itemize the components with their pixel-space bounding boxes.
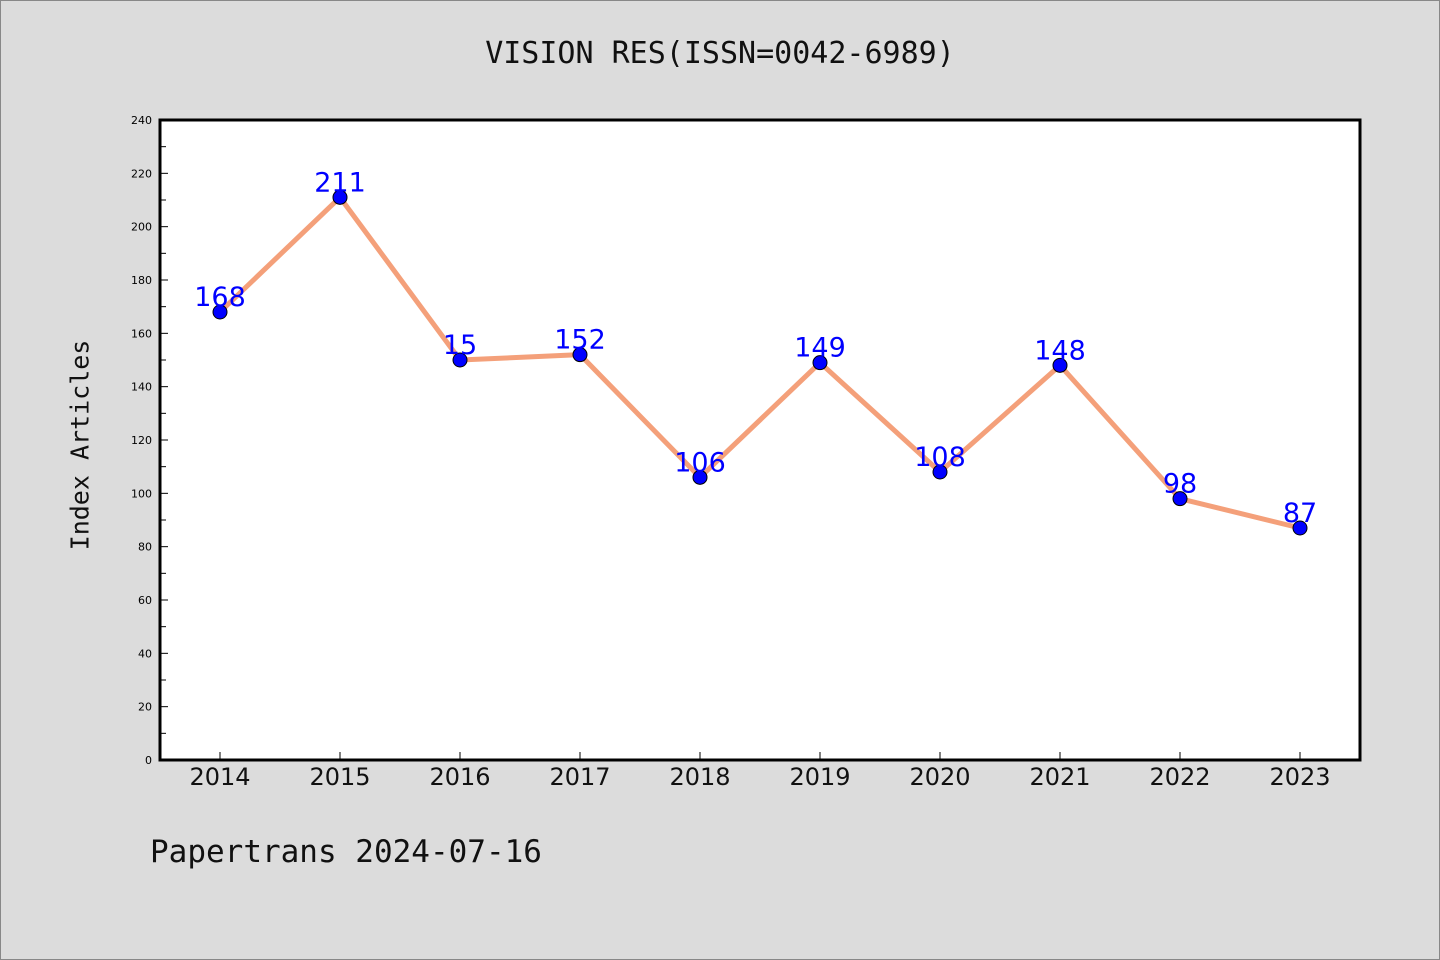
data-point <box>812 355 828 371</box>
y-tick-label: 20 <box>138 701 152 714</box>
data-point <box>452 352 468 368</box>
series-line <box>218 194 1301 531</box>
x-tick-label: 2020 <box>909 763 970 791</box>
plot-area <box>158 118 1362 762</box>
y-tick-label: 140 <box>131 381 152 394</box>
data-point <box>1172 491 1188 507</box>
y-tick-label: 220 <box>131 167 152 180</box>
x-tick-label: 2021 <box>1029 763 1090 791</box>
data-label: 108 <box>914 442 966 473</box>
footer-watermark: Papertrans 2024-07-16 <box>150 834 542 870</box>
data-points <box>212 189 1308 536</box>
data-label: 168 <box>194 282 246 313</box>
data-label: 87 <box>1283 498 1317 529</box>
x-tick-label: 2018 <box>669 763 730 791</box>
data-label: 149 <box>794 333 846 364</box>
y-tick-label: 0 <box>145 754 152 767</box>
y-tick-label: 100 <box>131 487 152 500</box>
x-tick-label: 2017 <box>549 763 610 791</box>
data-label: 211 <box>314 167 366 198</box>
x-tick-label: 2019 <box>789 763 850 791</box>
y-tick-label: 180 <box>131 274 152 287</box>
data-label: 152 <box>554 325 606 356</box>
x-tick-label: 2014 <box>189 763 250 791</box>
y-axis: 0 20 40 60 80 100 120 140 160 180 200 220 240 <box>131 114 168 767</box>
data-point <box>572 347 588 363</box>
data-label: 148 <box>1034 335 1086 366</box>
data-point <box>932 464 948 480</box>
x-tick-label: 2015 <box>309 763 370 791</box>
x-tick-label: 2022 <box>1149 763 1210 791</box>
data-point <box>1292 520 1308 536</box>
y-tick-label: 40 <box>138 647 152 660</box>
series-polyline <box>218 194 1301 531</box>
data-label: 98 <box>1163 469 1197 500</box>
data-point <box>1052 357 1068 373</box>
data-point <box>212 304 228 320</box>
y-tick-label: 240 <box>131 114 152 127</box>
data-label: 15 <box>443 330 477 361</box>
data-point <box>692 469 708 485</box>
x-axis: 2014 2015 2016 2017 2018 2019 2020 2021 2022 2023 <box>189 752 1331 791</box>
chart-title: VISION RES(ISSN=0042-6989) <box>485 36 955 71</box>
x-tick-label: 2016 <box>429 763 490 791</box>
data-point <box>332 189 348 205</box>
y-tick-label: 160 <box>131 327 152 340</box>
x-tick-label: 2023 <box>1269 763 1330 791</box>
data-labels: 168 211 15 152 106 149 108 148 98 87 <box>194 167 1317 529</box>
y-tick-label: 200 <box>131 221 152 234</box>
y-tick-label: 120 <box>131 434 152 447</box>
data-label: 106 <box>674 447 726 478</box>
y-tick-label: 80 <box>138 541 152 554</box>
y-tick-label: 60 <box>138 594 152 607</box>
